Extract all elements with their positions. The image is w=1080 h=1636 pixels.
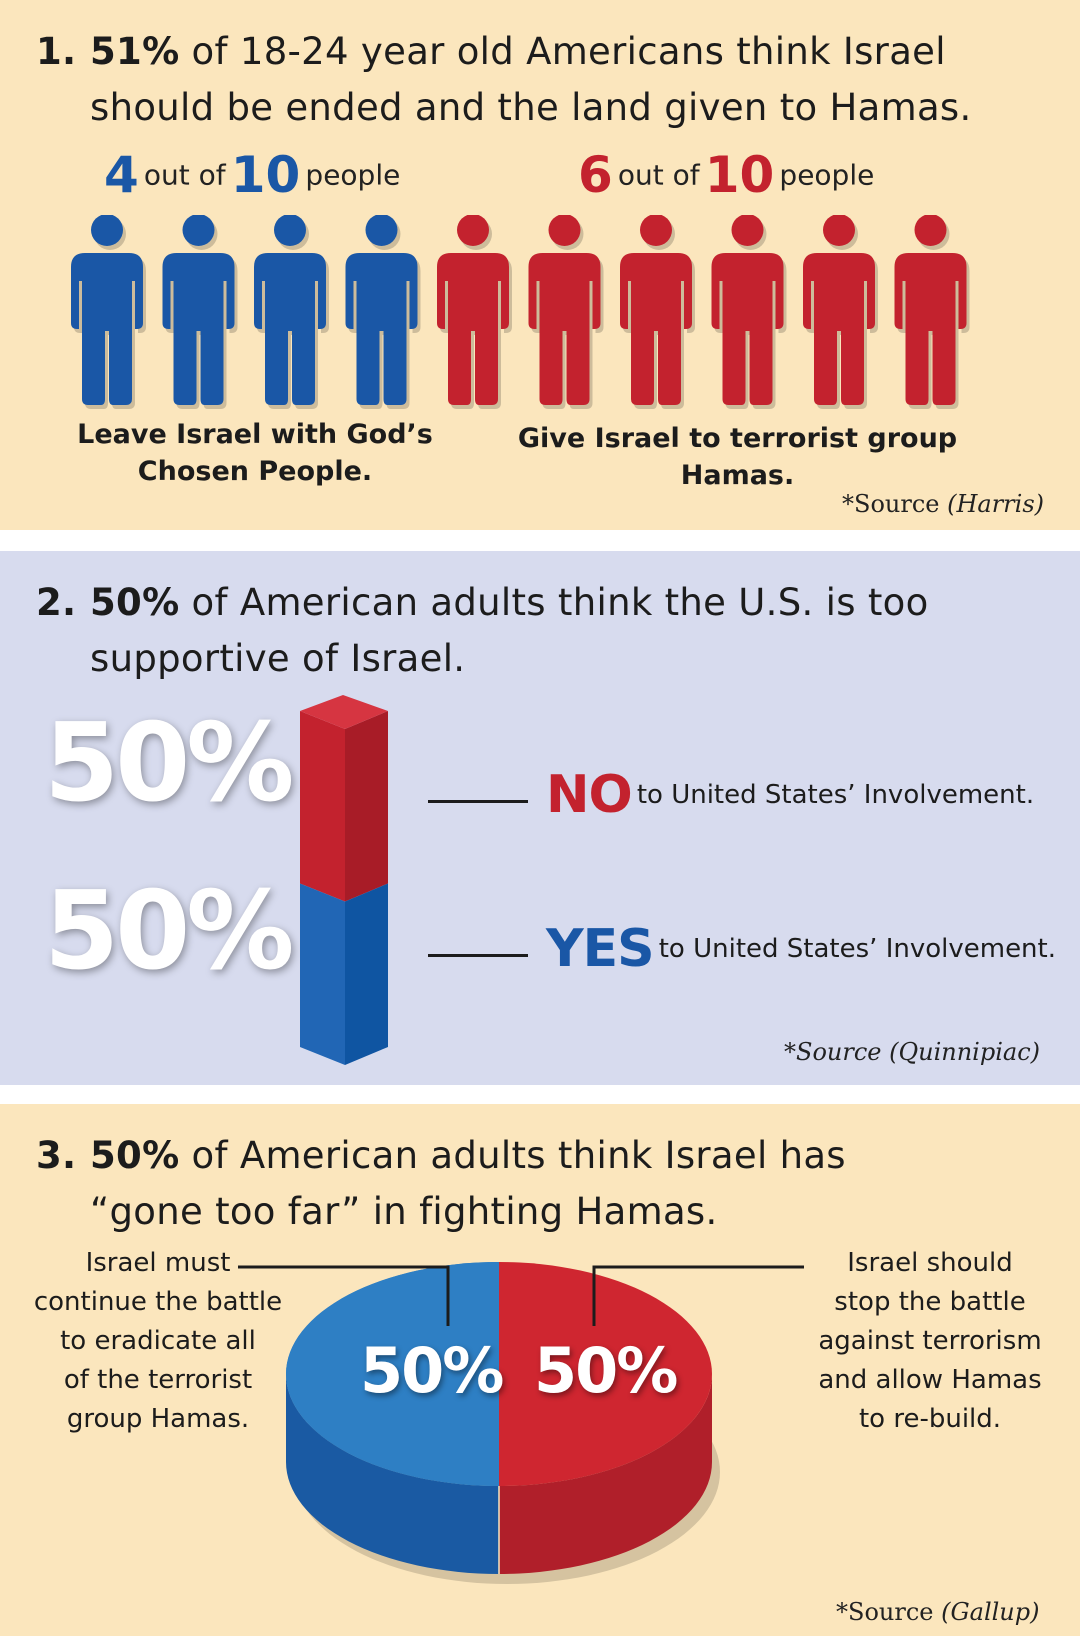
blue-count-out-of: out of — [143, 158, 226, 192]
source-prefix: *Source — [836, 1598, 942, 1626]
section-2-heading: 2. 50% of American adults think the U.S. … — [36, 575, 1066, 687]
section-3-number: 3. — [36, 1134, 77, 1177]
person-icon-blue — [345, 215, 421, 409]
source-harris: *Source (Harris) — [842, 490, 1044, 518]
right-label-line-5: to re-build. — [858, 1404, 1002, 1434]
section-3-heading-line2: “gone too far” in fighting Hamas. — [90, 1190, 718, 1233]
blue-count-total: 10 — [230, 146, 301, 204]
section-3-percent: 50% — [90, 1134, 180, 1177]
right-pie-percent: 50% — [534, 1334, 678, 1407]
left-pie-label: Israel must continue the battle to eradi… — [26, 1244, 290, 1439]
blue-caption-line-2: Chosen People. — [137, 456, 373, 487]
red-caption: Give Israel to terrorist group Hamas. — [517, 423, 958, 491]
red-count-number: 6 — [578, 146, 613, 204]
person-icon-red — [528, 215, 604, 409]
person-icon-red — [894, 215, 970, 409]
person-icon-red — [620, 215, 695, 409]
section-2-heading-text: of American adults think the U.S. is too — [179, 581, 929, 624]
person-icon-blue — [162, 215, 238, 409]
section-1-percent: 51% — [90, 30, 180, 73]
section-1-heading-line2: should be ended and the land given to Ha… — [90, 86, 972, 129]
right-label-line-3: against terrorism — [818, 1326, 1042, 1356]
section-2-percent: 50% — [90, 581, 180, 624]
no-word: NO — [546, 765, 633, 825]
yes-connector-line — [428, 954, 528, 957]
source-gallup: *Source (Gallup) — [836, 1598, 1039, 1626]
stacked-column — [300, 695, 388, 1065]
pie-slice-left — [286, 1262, 499, 1574]
section-1-heading-text: of 18-24 year old Americans think Israel — [179, 30, 946, 73]
red-count-label: 6 out of 10 people — [578, 146, 874, 204]
person-icon-red — [437, 215, 512, 409]
no-connector-line — [428, 800, 528, 803]
column-segment-yes — [300, 883, 388, 1065]
section-1-panel: 1. 51% of 18-24 year old Americans think … — [0, 0, 1080, 530]
yes-answer: YES to United States’ Involvement. — [546, 919, 1056, 979]
blue-caption: Leave Israel with God’s Chosen People. — [70, 416, 440, 490]
no-big-percent: 50% — [44, 701, 295, 826]
right-pie-label: Israel should stop the battle against te… — [800, 1244, 1060, 1439]
no-answer: NO to United States’ Involvement. — [546, 765, 1034, 825]
left-label-line-1: Israel must — [85, 1248, 231, 1278]
blue-caption-line-1: Leave Israel with God’s — [77, 419, 433, 450]
blue-count-unit: people — [305, 158, 401, 192]
right-label-line-4: and allow Hamas — [818, 1365, 1042, 1395]
person-icon-red — [803, 215, 878, 409]
yes-word: YES — [546, 919, 655, 979]
blue-count-number: 4 — [104, 146, 139, 204]
blue-count-label: 4 out of 10 people — [104, 146, 400, 204]
source-prefix: *Source — [784, 1038, 890, 1066]
no-rest: to United States’ Involvement. — [636, 780, 1035, 810]
section-3-panel: 3. 50% of American adults think Israel ha… — [0, 1104, 1080, 1636]
person-icon-blue — [254, 215, 329, 409]
red-count-unit: people — [779, 158, 875, 192]
yes-rest: to United States’ Involvement. — [658, 934, 1056, 964]
source-quinnipiac: *Source (Quinnipiac) — [784, 1038, 1040, 1066]
source-name: (Harris) — [947, 490, 1044, 518]
person-icon-blue — [71, 215, 146, 409]
yes-big-percent: 50% — [44, 869, 295, 994]
source-name: (Gallup) — [941, 1598, 1040, 1626]
people-pictogram — [71, 215, 970, 409]
source-prefix: *Source — [842, 490, 948, 518]
left-label-line-4: of the terrorist — [63, 1365, 253, 1395]
source-name: (Quinnipiac) — [889, 1038, 1041, 1066]
section-3-heading: 3. 50% of American adults think Israel ha… — [36, 1128, 1066, 1240]
section-2-heading-line2: supportive of Israel. — [90, 637, 466, 680]
right-label-line-1: Israel should — [847, 1248, 1013, 1278]
section-1-number: 1. — [36, 30, 77, 73]
pie-chart — [286, 1262, 720, 1584]
section-2-panel: 2. 50% of American adults think the U.S. … — [0, 551, 1080, 1085]
person-icon-red — [711, 215, 787, 409]
left-label-line-3: to eradicate all — [60, 1326, 256, 1356]
section-1-heading: 1. 51% of 18-24 year old Americans think … — [36, 24, 1066, 136]
section-2-number: 2. — [36, 581, 77, 624]
red-count-total: 10 — [704, 146, 775, 204]
left-label-line-5: group Hamas. — [66, 1404, 250, 1434]
section-3-heading-text: of American adults think Israel has — [179, 1134, 846, 1177]
right-label-line-2: stop the battle — [834, 1287, 1026, 1317]
red-count-out-of: out of — [617, 158, 700, 192]
left-pie-percent: 50% — [360, 1334, 504, 1407]
left-label-line-2: continue the battle — [33, 1287, 283, 1317]
column-segment-no — [300, 695, 388, 902]
